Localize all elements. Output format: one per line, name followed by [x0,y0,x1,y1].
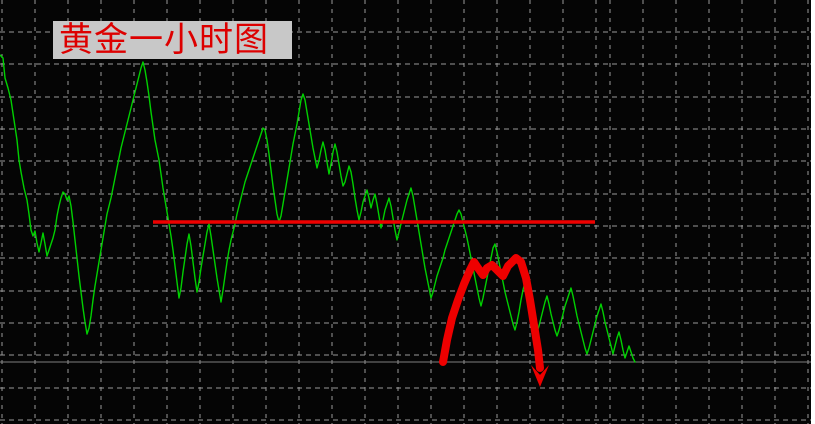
forecast-arrowhead-icon [531,365,549,387]
price-line-series [0,54,636,363]
grid-horizontal-lines [0,31,815,421]
chart-title-box: 黄金一小时图 [53,21,292,59]
price-scale-axis[interactable] [811,0,815,424]
forecast-arrow-path[interactable] [439,254,544,372]
chart-title-label: 黄金一小时图 [59,20,269,60]
